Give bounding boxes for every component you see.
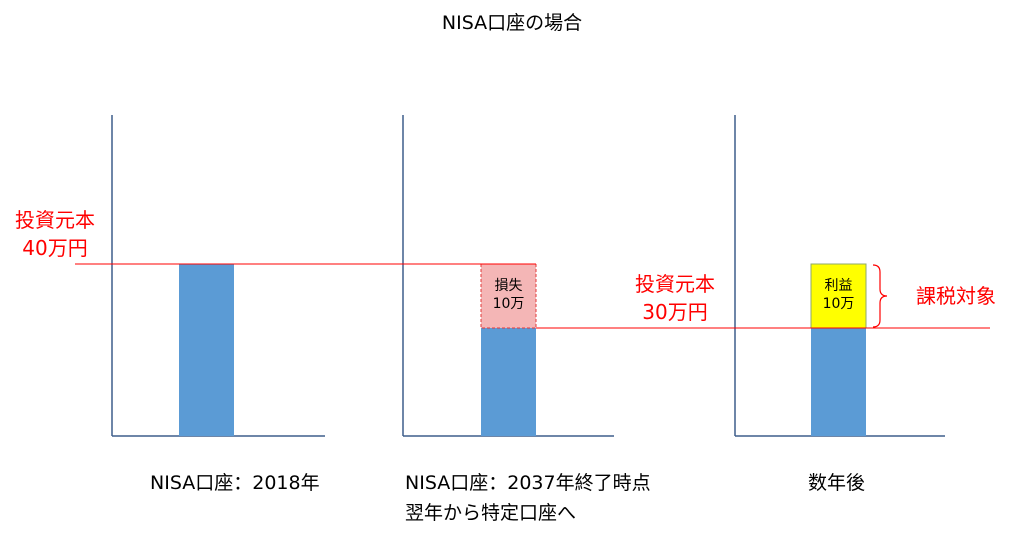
profit-box-label-line2: 10万	[822, 296, 855, 312]
panel3-bar	[811, 328, 866, 436]
profit-box-label-line1: 利益	[824, 278, 853, 294]
principal-40-label: 投資元本 40万円	[10, 206, 100, 262]
principal-40-label-line2: 40万円	[22, 236, 88, 260]
profit-box	[810, 263, 867, 329]
panel1-caption: NISA口座：2018年	[150, 472, 320, 494]
panel2-bar	[481, 328, 536, 436]
panel2-caption-line2: 翌年から特定口座へ	[405, 502, 577, 524]
loss-box	[480, 263, 537, 329]
panel3-caption: 数年後	[808, 472, 866, 494]
panel2-caption: NISA口座：2037年終了時点 翌年から特定口座へ	[405, 468, 651, 528]
taxable-label: 課税対象	[916, 284, 996, 308]
principal-30-label-line2: 30万円	[642, 300, 708, 324]
principal-30-label: 投資元本 30万円	[625, 270, 725, 326]
page-title: NISA口座の場合	[441, 12, 583, 34]
principal-40-label-line1: 投資元本	[15, 208, 95, 232]
taxable-brace	[872, 264, 888, 328]
profit-box-label: 利益 10万	[811, 277, 866, 313]
loss-box-label: 損失 10万	[481, 277, 536, 313]
panel2-caption-line1: NISA口座：2037年終了時点	[405, 472, 651, 494]
loss-box-label-line2: 10万	[492, 296, 525, 312]
principal-30-label-line1: 投資元本	[635, 272, 715, 296]
loss-box-label-line1: 損失	[494, 278, 523, 294]
panel1-bar	[179, 264, 234, 436]
